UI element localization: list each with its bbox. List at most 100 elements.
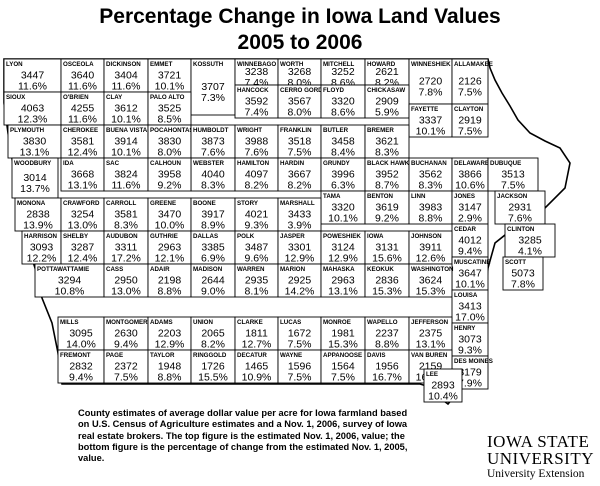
county-name: FRANKLIN xyxy=(280,127,312,134)
county-value: 2925 xyxy=(288,275,312,287)
county-value: 2919 xyxy=(458,115,482,127)
county-percent-change: 12.9% xyxy=(155,339,185,351)
county-value: 3647 xyxy=(458,268,482,280)
county-value: 2963 xyxy=(331,275,355,287)
county-value: 3311 xyxy=(115,242,138,254)
county-value: 3824 xyxy=(114,169,138,181)
county-percent-change: 10.0% xyxy=(155,220,185,232)
county-percent-change: 10.8% xyxy=(55,286,85,298)
county-value: 3983 xyxy=(419,202,443,214)
county-boundary xyxy=(364,316,410,351)
county-percent-change: 12.9% xyxy=(285,253,315,265)
county-name: CASS xyxy=(106,266,123,273)
county-percent-change: 9.2% xyxy=(375,213,399,225)
county-boundary xyxy=(234,316,279,351)
county-percent-change: 13.9% xyxy=(23,220,53,232)
county-percent-change: 12.4% xyxy=(68,147,98,159)
county-boundary xyxy=(277,230,322,265)
county-value: 3073 xyxy=(458,334,482,346)
county-percent-change: 7.5% xyxy=(114,372,138,384)
county-name: MONROE xyxy=(323,319,351,326)
county-percent-change: 10.1% xyxy=(328,213,358,225)
county-percent-change: 8.2% xyxy=(288,180,312,192)
county-percent-change: 8.2% xyxy=(201,339,225,351)
county-name: JONES xyxy=(454,193,475,200)
county-name: BUCHANAN xyxy=(411,160,447,167)
county-percent-change: 12.7% xyxy=(242,339,272,351)
county-name: MUSCATINE xyxy=(454,259,490,266)
county-value: 2909 xyxy=(375,96,399,108)
county-name: O'BRIEN xyxy=(63,94,89,101)
county-name: HANCOCK xyxy=(237,87,269,94)
county-value: 3581 xyxy=(71,136,95,148)
county-name: MONONA xyxy=(17,200,46,207)
county-boundary xyxy=(451,190,489,225)
footnote: County estimates of average dollar value… xyxy=(78,408,408,464)
county-percent-change: 7.5% xyxy=(501,180,525,192)
county-boundary xyxy=(277,349,322,384)
county-name: DECATUR xyxy=(237,352,267,359)
county-boundary xyxy=(3,91,62,126)
county-percent-change: 8.6% xyxy=(331,107,355,119)
county-value: 3562 xyxy=(419,169,443,181)
county-boundary xyxy=(408,230,453,265)
county-value: 2065 xyxy=(201,328,225,340)
county-percent-change: 8.2% xyxy=(245,180,269,192)
county-percent-change: 8.0% xyxy=(288,107,312,119)
county-percent-change: 3.9% xyxy=(288,220,312,232)
county-name: LINN xyxy=(411,193,426,200)
county-name: LYON xyxy=(6,61,23,68)
county-value: 3952 xyxy=(375,169,399,181)
county-boundary xyxy=(103,91,149,126)
title-line-1: Percentage Change in Iowa Land Values xyxy=(99,5,501,28)
county-boundary xyxy=(277,124,322,159)
county-boundary xyxy=(451,58,489,105)
county-percent-change: 8.5% xyxy=(158,114,182,126)
county-percent-change: 12.2% xyxy=(27,253,57,265)
county-name: SCOTT xyxy=(505,259,526,266)
county-value: 3487 xyxy=(245,242,269,254)
county-name: LOUISA xyxy=(454,292,478,299)
county-name: ALLAMAKEE xyxy=(454,61,493,68)
county-percent-change: 12.1% xyxy=(155,253,185,265)
county-name: RINGGOLD xyxy=(193,352,227,359)
county-value: 2832 xyxy=(69,361,93,373)
county-value: 3458 xyxy=(331,136,355,148)
county-value: 3320 xyxy=(331,96,355,108)
county-percent-change: 8.8% xyxy=(158,372,182,384)
county-value: 3988 xyxy=(245,136,269,148)
county-name: MAHASKA xyxy=(323,266,355,273)
county-boundary xyxy=(103,263,149,298)
county-percent-change: 10.1% xyxy=(111,114,141,126)
county-boundary xyxy=(423,368,463,403)
county-value: 2950 xyxy=(114,275,138,287)
county-name: CALHOUN xyxy=(150,160,181,167)
county-boundary xyxy=(147,349,192,384)
county-value: 4255 xyxy=(71,103,95,115)
